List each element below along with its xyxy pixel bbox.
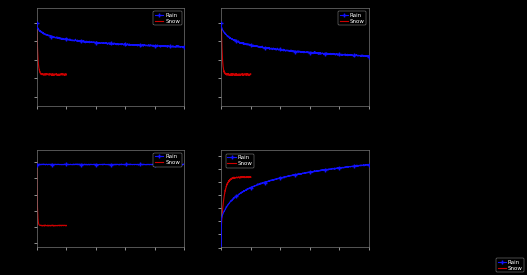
Legend: Rain, Snow: Rain, Snow [338,11,366,25]
Legend: Rain, Snow: Rain, Snow [496,258,524,272]
Legend: Rain, Snow: Rain, Snow [153,11,182,25]
Legend: Rain, Snow: Rain, Snow [153,153,182,167]
Legend: Rain, Snow: Rain, Snow [226,153,254,168]
